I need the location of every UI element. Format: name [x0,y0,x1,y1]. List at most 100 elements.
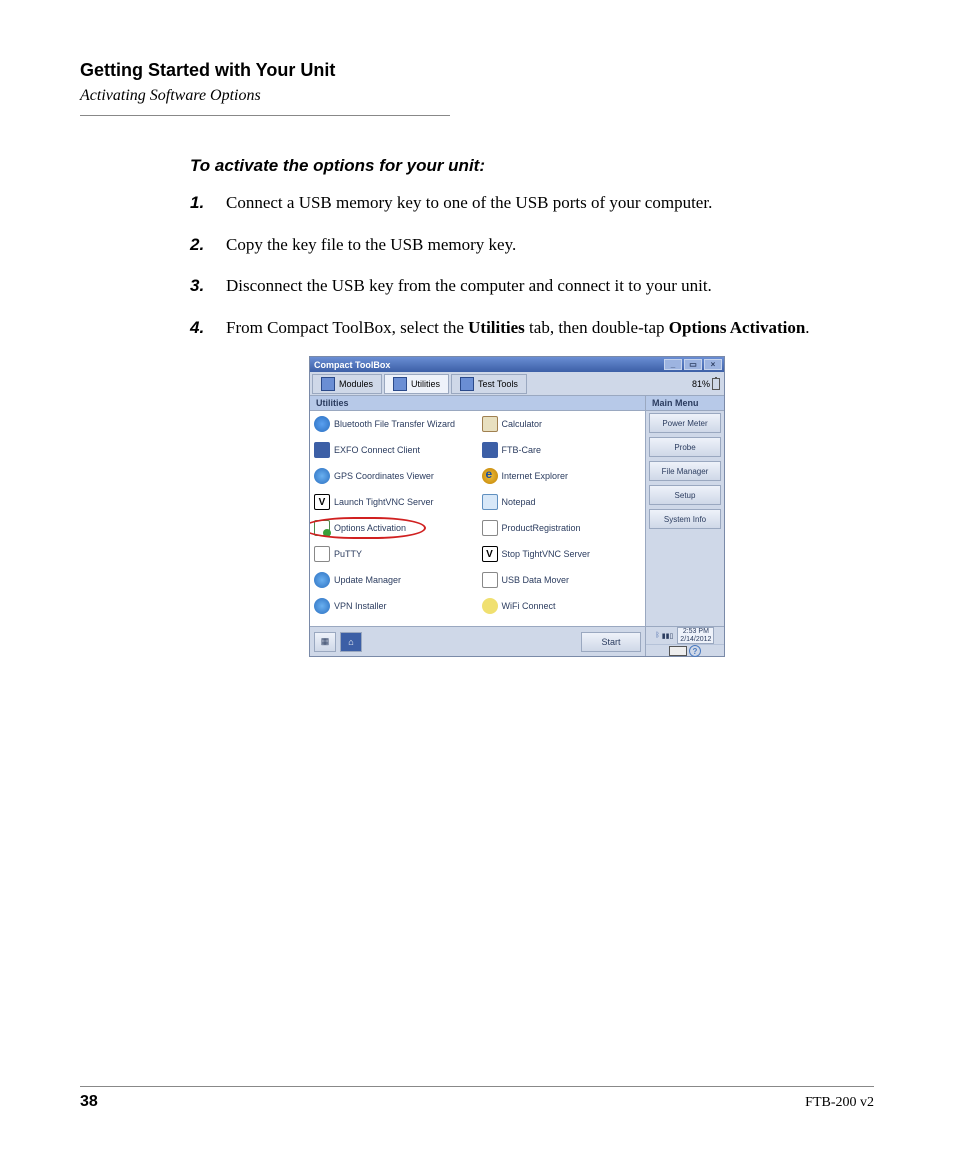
page-footer: 38 FTB-200 v2 [80,1086,874,1111]
vnc-icon: V [314,494,330,510]
side-btn-power-meter[interactable]: Power Meter [649,413,721,433]
side-label-power-meter: Power Meter [662,419,707,428]
item-bluetooth[interactable]: Bluetooth File Transfer Wizard [310,411,478,437]
item-putty[interactable]: PuTTY [310,541,478,567]
page-number: 38 [80,1093,98,1111]
page-header: Getting Started with Your Unit Activatin… [80,60,874,116]
main-panel: Utilities Bluetooth File Transfer Wizard… [310,396,646,626]
maximize-button[interactable]: ▭ [684,359,702,370]
gps-icon [314,468,330,484]
side-btn-probe[interactable]: Probe [649,437,721,457]
tab-modules[interactable]: Modules [312,374,382,394]
step4-pre: From Compact ToolBox, select the [226,318,468,337]
label-vpn: VPN Installer [334,601,387,611]
content-block: To activate the options for your unit: C… [190,156,844,657]
item-notepad[interactable]: Notepad [478,489,646,515]
item-productreg[interactable]: ProductRegistration [478,515,646,541]
item-ftbcare[interactable]: FTB-Care [478,437,646,463]
item-update-manager[interactable]: Update Manager [310,567,478,593]
close-button[interactable]: × [704,359,722,370]
step4-bold2: Options Activation [669,318,806,337]
footer-left: ▦ ⌂ Start [310,626,646,656]
item-options-activation[interactable]: Options Activation [310,515,478,541]
battery-indicator: 81% [692,378,720,390]
label-putty: PuTTY [334,549,362,559]
item-calculator[interactable]: Calculator [478,411,646,437]
header-rule [80,115,450,116]
label-calculator: Calculator [502,419,543,429]
screenshot-wrapper: Compact ToolBox _ ▭ × Modules Utilities [190,356,844,657]
side-btn-system-info[interactable]: System Info [649,509,721,529]
tab-test-tools-label: Test Tools [478,379,518,389]
window-title: Compact ToolBox [314,360,390,370]
signal-tray-icon: ▮▮▯ [662,632,674,640]
help-icon[interactable]: ? [689,645,701,657]
side-label-file-manager: File Manager [662,467,709,476]
start-button[interactable]: Start [581,632,641,652]
label-usbdata: USB Data Mover [502,575,570,585]
label-options-activation: Options Activation [334,523,406,533]
usbdata-icon [482,572,498,588]
label-bluetooth: Bluetooth File Transfer Wizard [334,419,455,429]
doc-id: FTB-200 v2 [805,1095,874,1111]
step-1: Connect a USB memory key to one of the U… [190,190,844,216]
panel-heading: Utilities [310,396,645,411]
label-wifi: WiFi Connect [502,601,556,611]
item-launch-vnc[interactable]: VLaunch TightVNC Server [310,489,478,515]
window-footer: ▦ ⌂ Start ᛒ ▮▮▯ 2:53 PM 2/14/2012 [310,626,724,656]
chapter-title: Getting Started with Your Unit [80,60,874,81]
battery-pct: 81% [692,379,710,389]
label-exfo: EXFO Connect Client [334,445,420,455]
clock: 2:53 PM 2/14/2012 [677,627,714,644]
utilities-col-right: Calculator FTB-Care Internet Explorer No… [478,411,646,626]
item-gps[interactable]: GPS Coordinates Viewer [310,463,478,489]
wifi-icon [482,598,498,614]
productreg-icon [482,520,498,536]
item-ie[interactable]: Internet Explorer [478,463,646,489]
window-body: Utilities Bluetooth File Transfer Wizard… [310,396,724,626]
tray-row-clock: ᛒ ▮▮▯ 2:53 PM 2/14/2012 [646,627,724,645]
side-btn-file-manager[interactable]: File Manager [649,461,721,481]
item-vpn[interactable]: VPN Installer [310,593,478,619]
putty-icon [314,546,330,562]
calculator-icon [482,416,498,432]
vpn-icon [314,598,330,614]
keyboard-icon[interactable] [669,646,687,656]
label-notepad: Notepad [502,497,536,507]
item-stop-vnc[interactable]: VStop TightVNC Server [478,541,646,567]
tab-utilities-label: Utilities [411,379,440,389]
exfo-icon [314,442,330,458]
label-stop-vnc: Stop TightVNC Server [502,549,591,559]
step-3: Disconnect the USB key from the computer… [190,273,844,299]
sidebar: Main Menu Power Meter Probe File Manager… [646,396,724,626]
minimize-button[interactable]: _ [664,359,682,370]
tab-strip: Modules Utilities Test Tools 81% [310,372,724,396]
footer-btn-home[interactable]: ⌂ [340,632,362,652]
item-exfo-connect[interactable]: EXFO Connect Client [310,437,478,463]
label-gps: GPS Coordinates Viewer [334,471,434,481]
step-2: Copy the key file to the USB memory key. [190,232,844,258]
tab-modules-label: Modules [339,379,373,389]
test-tools-icon [460,377,474,391]
footer-btn-apps[interactable]: ▦ [314,632,336,652]
options-activation-icon [314,520,330,536]
modules-icon [321,377,335,391]
footer-right: ᛒ ▮▮▯ 2:53 PM 2/14/2012 ? [646,626,724,656]
label-update: Update Manager [334,575,401,585]
tab-test-tools[interactable]: Test Tools [451,374,527,394]
window-buttons: _ ▭ × [664,359,722,370]
label-ftbcare: FTB-Care [502,445,542,455]
label-ie: Internet Explorer [502,471,569,481]
tab-utilities[interactable]: Utilities [384,374,449,394]
step4-bold1: Utilities [468,318,525,337]
label-productreg: ProductRegistration [502,523,581,533]
tray-row-tools: ? [646,645,724,657]
bt-tray-icon: ᛒ [656,632,660,639]
side-label-setup: Setup [675,491,696,500]
side-btn-setup[interactable]: Setup [649,485,721,505]
section-title: Activating Software Options [80,87,874,105]
item-wifi[interactable]: WiFi Connect [478,593,646,619]
update-icon [314,572,330,588]
step-4: From Compact ToolBox, select the Utiliti… [190,315,844,341]
item-usbdata[interactable]: USB Data Mover [478,567,646,593]
